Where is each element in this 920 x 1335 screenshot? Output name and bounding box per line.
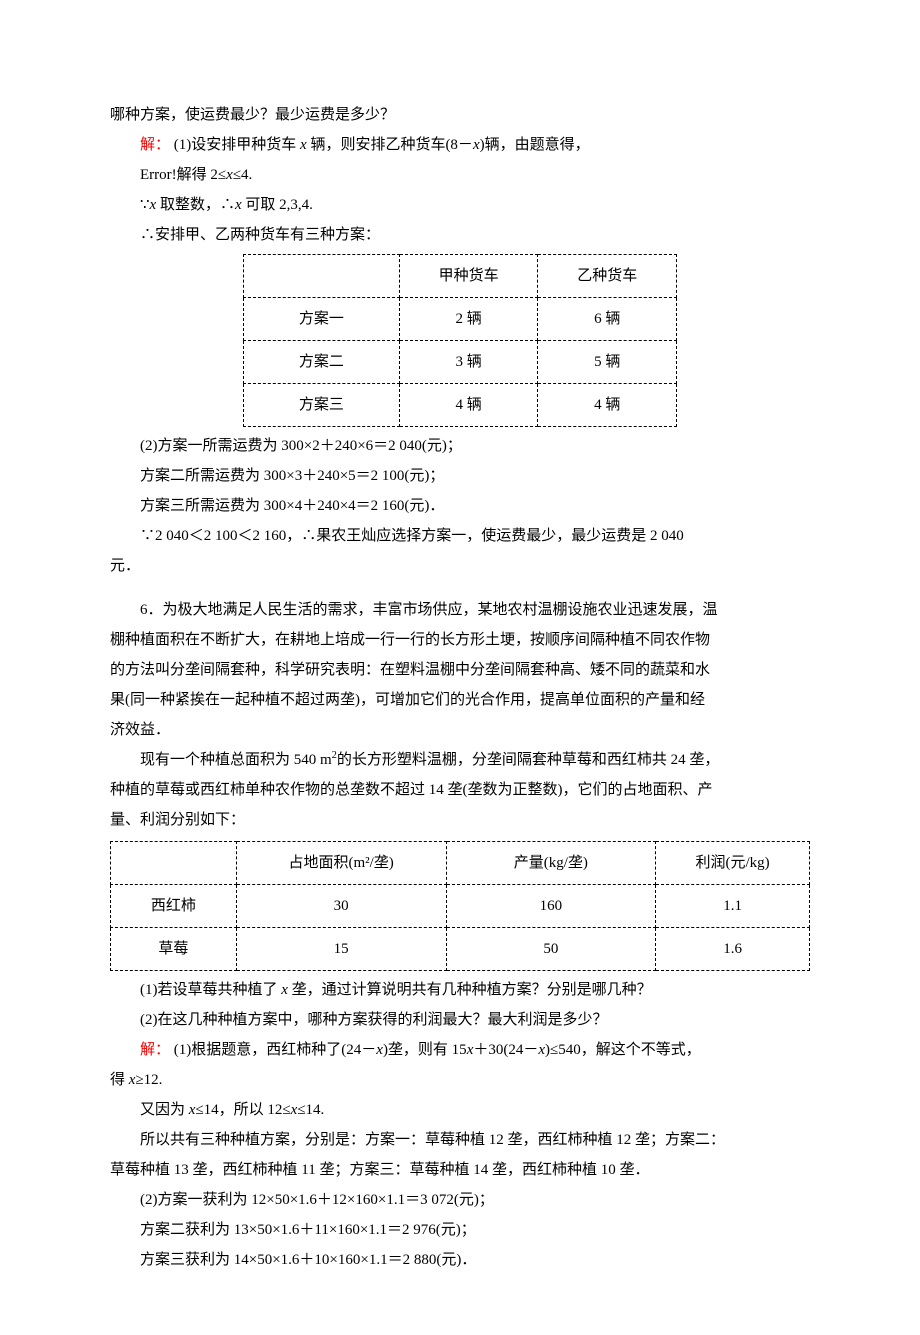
table-cell: 方案三 [244,384,400,427]
table-cell: 1.6 [656,928,810,971]
document-page: 哪种方案，使运费最少？最少运费是多少？ 解： (1)设安排甲种货车 x 辆，则安… [0,0,920,1335]
table-cell: 50 [446,928,656,971]
table-cell: 6 辆 [538,298,677,341]
body-text: 种植的草莓或西红柿单种农作物的总垄数不超过 14 垄(垄数为正整数)，它们的占地… [110,775,810,805]
table-cell: 5 辆 [538,341,677,384]
variable-x: x [300,137,307,153]
body-text: 现有一个种植总面积为 540 m2的长方形塑料温棚，分垄间隔套种草莓和西红柿共 … [110,745,810,775]
body-text: )≤540，解这个不等式， [545,1042,701,1058]
body-text: ∵2 040＜2 100＜2 160，∴果农王灿应选择方案一，使运费最少，最少运… [110,521,810,551]
body-text: )辆，由题意得， [480,137,590,153]
body-text: 棚种植面积在不断扩大，在耕地上培成一行一行的长方形土埂，按顺序间隔种植不同农作物 [110,625,810,655]
solution-line: 解： (1)根据题意，西红柿种了(24－x)垄，则有 15x＋30(24－x)≤… [110,1035,810,1065]
table-cell: 方案二 [244,341,400,384]
body-text: (2)方案一所需运费为 300×2＋240×6＝2 040(元)； [110,431,810,461]
table-header: 占地面积(m²/垄) [236,842,446,885]
table-cell: 3 辆 [399,341,538,384]
body-text: 方案二获利为 13×50×1.6＋11×160×1.1＝2 976(元)； [110,1215,810,1245]
variable-x: x [281,982,288,998]
table-cell: 30 [236,885,446,928]
table-row: 方案三 4 辆 4 辆 [244,384,677,427]
body-text: ≤4. [233,167,252,183]
table-row: 方案二 3 辆 5 辆 [244,341,677,384]
table-cell: 160 [446,885,656,928]
table-header: 产量(kg/垄) [446,842,656,885]
solution-label: 解： [140,1042,170,1058]
body-text: 现有一个种植总面积为 540 m [140,752,332,768]
body-text: 垄，通过计算说明共有几种种植方案？分别是哪几种？ [288,982,652,998]
variable-x: x [473,137,480,153]
body-text: 草莓种植 13 垄，西红柿种植 11 垄；方案三：草莓种植 14 垄，西红柿种植… [110,1155,810,1185]
table-header [244,255,400,298]
body-text: ≤14，所以 12≤ [195,1102,290,1118]
solution-line: 解： (1)设安排甲种货车 x 辆，则安排乙种货车(8－x)辆，由题意得， [110,130,810,160]
body-text: 济效益． [110,715,810,745]
body-text: 得 x≥12. [110,1065,810,1095]
body-text: ＋30(24－ [473,1042,538,1058]
truck-plan-table: 甲种货车 乙种货车 方案一 2 辆 6 辆 方案二 3 辆 5 辆 方案三 4 … [243,254,677,427]
table-header: 甲种货车 [399,255,538,298]
table-row: 草莓 15 50 1.6 [111,928,810,971]
body-text: 所以共有三种种植方案，分别是：方案一：草莓种植 12 垄，西红柿种植 12 垄；… [110,1125,810,1155]
body-text: (1)若设草莓共种植了 x 垄，通过计算说明共有几种种植方案？分别是哪几种？ [110,975,810,1005]
table-row: 方案一 2 辆 6 辆 [244,298,677,341]
table-cell: 1.1 [656,885,810,928]
table-row: 西红柿 30 160 1.1 [111,885,810,928]
body-text: 的长方形塑料温棚，分垄间隔套种草莓和西红柿共 24 垄， [337,752,720,768]
body-text: (1)若设草莓共种植了 [140,982,281,998]
variable-x: x [235,197,242,213]
error-text: Error! [140,167,177,183]
body-text: (1)根据题意，西红柿种了(24－ [174,1042,377,1058]
body-text: 量、利润分别如下： [110,805,810,835]
body-text: ≥12. [135,1072,162,1088]
body-text: 果(同一种紧挨在一起种植不超过两垄)，可增加它们的光合作用，提高单位面积的产量和… [110,685,810,715]
crop-data-table: 占地面积(m²/垄) 产量(kg/垄) 利润(元/kg) 西红柿 30 160 … [110,841,810,971]
body-text: 元． [110,551,810,581]
table-header: 利润(元/kg) [656,842,810,885]
variable-x: x [376,1042,383,1058]
body-text: ∴安排甲、乙两种货车有三种方案： [110,220,810,250]
body-text: 得 [110,1072,129,1088]
body-text: ≤14. [297,1102,324,1118]
table-cell: 15 [236,928,446,971]
body-text: (2)在这几种种植方案中，哪种方案获得的利润最大？最大利润是多少？ [110,1005,810,1035]
body-text: (2)方案一获利为 12×50×1.6＋12×160×1.1＝3 072(元)； [110,1185,810,1215]
body-text: 辆，则安排乙种货车(8－ [307,137,473,153]
body-text: (1)设安排甲种货车 [174,137,300,153]
body-text: 取整数，∴ [156,197,235,213]
body-text: 方案三所需运费为 300×4＋240×4＝2 160(元)． [110,491,810,521]
table-cell: 方案一 [244,298,400,341]
body-text: 可取 2,3,4. [242,197,313,213]
body-text: Error!解得 2≤x≤4. [110,160,810,190]
solution-label: 解： [140,137,170,153]
body-text: 解得 2≤ [177,167,226,183]
body-text: )垄，则有 15 [383,1042,467,1058]
table-cell: 4 辆 [538,384,677,427]
body-text: 又因为 [140,1102,189,1118]
table-cell: 草莓 [111,928,237,971]
body-text: 的方法叫分垄间隔套种，科学研究表明：在塑料温棚中分垄间隔套种高、矮不同的蔬菜和水 [110,655,810,685]
table-header-row: 甲种货车 乙种货车 [244,255,677,298]
table-header [111,842,237,885]
body-text: 又因为 x≤14，所以 12≤x≤14. [110,1095,810,1125]
body-text: 哪种方案，使运费最少？最少运费是多少？ [110,100,810,130]
table-cell: 西红柿 [111,885,237,928]
body-text: 方案二所需运费为 300×3＋240×5＝2 100(元)； [110,461,810,491]
body-text: 6．为极大地满足人民生活的需求，丰富市场供应，某地农村温棚设施农业迅速发展，温 [110,595,810,625]
table-header: 乙种货车 [538,255,677,298]
variable-x: x [226,167,233,183]
table-header-row: 占地面积(m²/垄) 产量(kg/垄) 利润(元/kg) [111,842,810,885]
table-cell: 2 辆 [399,298,538,341]
body-text: ∵x 取整数，∴x 可取 2,3,4. [110,190,810,220]
table-cell: 4 辆 [399,384,538,427]
body-text: ∵ [140,197,150,213]
spacer [110,581,810,595]
body-text: 方案三获利为 14×50×1.6＋10×160×1.1＝2 880(元)． [110,1245,810,1275]
